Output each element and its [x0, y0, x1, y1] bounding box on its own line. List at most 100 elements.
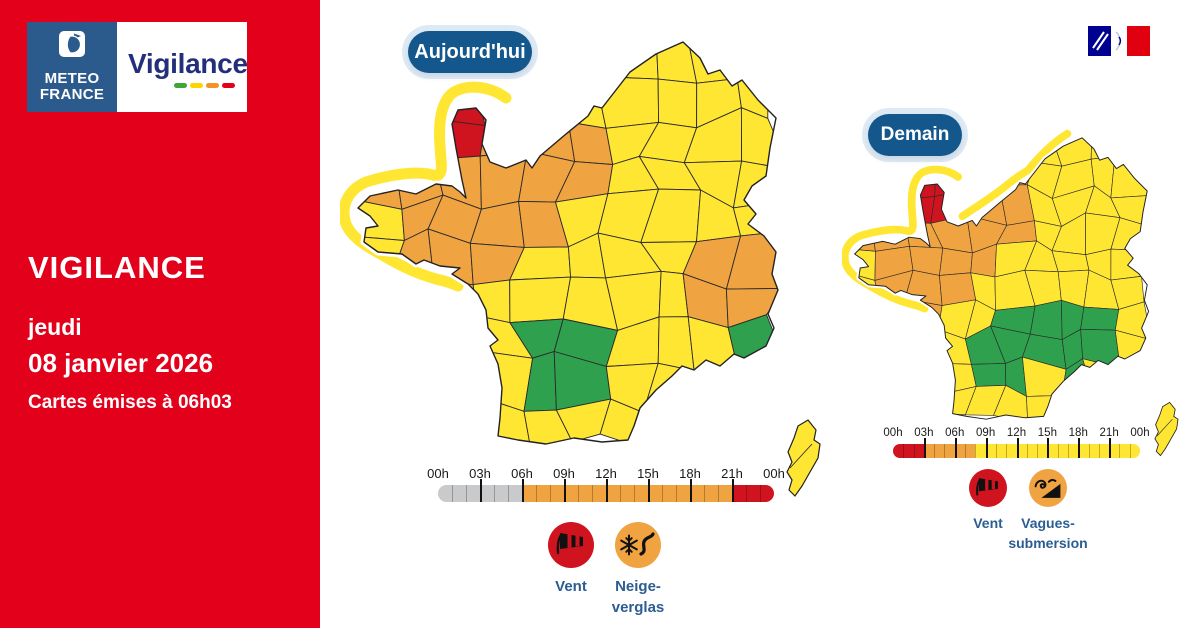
pictogram-vent — [969, 469, 1007, 507]
timeline-hour-label: 15h — [1037, 427, 1057, 439]
department — [479, 351, 534, 412]
department — [657, 78, 698, 129]
meteo-france-vigilance-logo: METEO FRANCE Vigilance — [27, 22, 248, 112]
timeline-tick — [954, 438, 957, 458]
department — [358, 273, 391, 317]
department — [900, 326, 939, 364]
legend-label-vagues-submersion: Vagues-submersion — [1008, 515, 1088, 551]
timeline-hour-label: 12h — [1006, 427, 1027, 439]
department — [854, 161, 872, 191]
pictogram-vent — [548, 522, 594, 568]
tab-aujourdhui[interactable]: Aujourd'hui — [408, 31, 532, 73]
department — [642, 401, 699, 444]
page-title: VIGILANCE — [28, 250, 206, 285]
department — [387, 312, 429, 365]
department — [1112, 137, 1149, 171]
department — [391, 42, 447, 84]
department — [512, 42, 570, 75]
department — [854, 359, 887, 394]
department — [737, 364, 778, 403]
department — [358, 116, 395, 156]
timeline-hour-label: 00h — [763, 466, 785, 481]
department — [693, 370, 745, 403]
department — [387, 363, 429, 405]
timeline-hour-label: 12h — [595, 466, 617, 481]
department — [1110, 388, 1149, 420]
department — [876, 392, 917, 420]
timeline-tick — [985, 438, 988, 458]
timeline-hour-label: 21h — [1099, 427, 1119, 439]
timeline-tick — [1047, 438, 1050, 458]
legend-label-vent: Vent — [555, 578, 587, 595]
department — [567, 64, 607, 129]
timeline-hour-label: 21h — [721, 466, 743, 481]
timeline-hour-label: 00h — [1130, 427, 1150, 439]
issue-time-label: Cartes émises à 06h03 — [28, 392, 232, 413]
department — [1080, 306, 1120, 331]
timeline-segment-red — [893, 444, 924, 458]
department — [729, 42, 778, 80]
department — [358, 311, 390, 374]
timeline-hour-label: 06h — [511, 466, 533, 481]
legend-item-vent: Vent — [548, 522, 594, 595]
date-label: 08 janvier 2026 — [28, 348, 214, 378]
department — [1029, 299, 1063, 340]
timeline-hour-label: 00h — [883, 427, 903, 439]
timeline-tick — [564, 479, 566, 502]
timeline-today: 00h 03h 06h 09h 12h 15h 18h 21h 00h — [427, 466, 785, 502]
department — [935, 137, 970, 169]
vigilance-level-dashes-icon — [174, 83, 235, 88]
department — [1110, 367, 1149, 392]
department — [854, 188, 872, 219]
timeline-segment-orange — [923, 444, 976, 458]
coastal-band-channel — [958, 129, 1072, 221]
department — [962, 137, 1000, 169]
department — [1090, 137, 1116, 160]
department — [903, 393, 944, 414]
department — [871, 137, 911, 163]
legend-tomorrow: Vent Vagues-submersion — [969, 469, 1088, 551]
pictogram-neige-verglas — [615, 522, 661, 568]
department — [512, 65, 570, 123]
department — [388, 280, 435, 317]
french-government-flag-icon — [1088, 26, 1150, 56]
timeline-hour-label: 03h — [469, 466, 491, 481]
windsock-icon — [556, 533, 583, 555]
timeline-tomorrow: 00h 03h 06h 09h 12h 15h 18h 21h 00h — [883, 427, 1150, 458]
tab-demain[interactable]: Demain — [868, 114, 962, 156]
department — [1061, 393, 1093, 420]
corsica — [1154, 401, 1179, 457]
department — [389, 395, 430, 444]
timeline-tick — [522, 479, 524, 502]
department — [876, 359, 905, 396]
department — [509, 276, 572, 324]
department — [556, 42, 613, 77]
corsica — [786, 419, 821, 497]
legend-item-neige-verglas: Neige-verglas — [612, 522, 664, 616]
department — [939, 247, 973, 276]
department — [970, 363, 1007, 387]
department — [441, 42, 479, 84]
department — [732, 160, 778, 209]
department — [428, 395, 481, 444]
vigilance-map-today[interactable] — [340, 28, 840, 508]
timeline-hour-label: 06h — [945, 427, 965, 439]
coastal-band — [842, 165, 963, 313]
vigilance-logo: Vigilance — [117, 22, 248, 112]
timeline-hour-label: 09h — [976, 427, 996, 439]
vigilance-map-tomorrow[interactable] — [842, 128, 1192, 464]
department — [854, 387, 878, 420]
vigilance-wordmark: Vigilance — [128, 48, 248, 79]
department — [358, 403, 405, 444]
legend-item-vagues-submersion: Vagues-submersion — [1008, 469, 1088, 551]
department — [870, 189, 915, 223]
meteo-france-symbol-icon — [59, 31, 85, 57]
department — [358, 42, 403, 74]
timeline-tick — [480, 479, 482, 502]
weekday-label: jeudi — [28, 314, 82, 340]
legend-label-vent: Vent — [973, 515, 1003, 531]
timeline-tick — [1078, 438, 1081, 458]
brand-org-line2: FRANCE — [39, 86, 105, 104]
department — [476, 42, 517, 83]
